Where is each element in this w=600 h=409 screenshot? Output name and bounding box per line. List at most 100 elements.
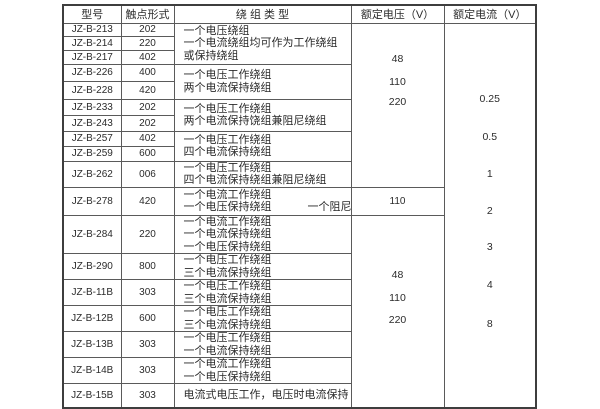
winding-line: 一个电流工作绕组 bbox=[183, 188, 272, 201]
contact-cell: 202 bbox=[120, 114, 175, 132]
winding-line: 四个电流保持绕组兼阻尼绕组 bbox=[183, 174, 327, 186]
winding-cell: 一个电压工作绕组 一个电流保持绕组 bbox=[173, 331, 352, 358]
header-voltage: 额定电压（V） bbox=[350, 4, 445, 24]
winding-line: 一个电流保持绕组 bbox=[183, 228, 272, 240]
winding-cell: 一个电压工作绕组 四个电流保持绕组 bbox=[173, 130, 352, 162]
voltage-cell: 48 110 220 bbox=[350, 214, 445, 408]
winding-cell: 一个电流工作绕组 一个电压保持绕组 bbox=[173, 357, 352, 384]
model-cell: JZ-B-278 bbox=[62, 186, 122, 216]
voltage-value: 110 bbox=[389, 75, 406, 88]
winding-line: 两个电流保持饶组兼阻尼绕组 bbox=[183, 115, 327, 127]
model-cell: JZ-B-233 bbox=[62, 98, 122, 116]
model-cell: JZ-B-217 bbox=[62, 49, 122, 65]
winding-cell: 一个电压工作绕组 三个电流保持绕组 bbox=[173, 279, 352, 306]
winding-line: 一个电压保持绕组 bbox=[183, 240, 272, 253]
winding-line: 电流式电压工作，电压时电流保持 bbox=[183, 389, 349, 401]
table-row: JZ-B-11B 303 一个电压工作绕组 三个电流保持绕组 bbox=[62, 279, 536, 306]
table-row: JZ-B-262 006 一个电压工作绕组 四个电流保持绕组兼阻尼绕组 bbox=[62, 160, 536, 188]
winding-line: 一个电压保持绕组 bbox=[183, 370, 272, 383]
model-cell: JZ-B-13B bbox=[62, 331, 122, 358]
table-row: JZ-B-284 220 一个电流工作绕组 一个电流保持绕组 一个电压保持绕组 … bbox=[62, 214, 536, 408]
current-cell: 0.25 0.5 1 2 3 4 8 bbox=[443, 22, 537, 408]
winding-cell: 一个电压工作绕组 四个电流保持绕组兼阻尼绕组 bbox=[173, 160, 352, 188]
winding-line: 三个电流保持绕组 bbox=[183, 318, 272, 331]
model-cell: JZ-B-213 bbox=[62, 22, 122, 37]
winding-cell: 电流式电压工作，电压时电流保持 bbox=[173, 383, 352, 408]
winding-line: 一个电压保持绕组 一个阻尼饶组 bbox=[184, 201, 351, 214]
table-row: JZ-B-213 202 一个电压绕组 一个电流绕组均可作为工作绕组 或保持绕组… bbox=[62, 22, 537, 408]
contact-cell: 303 bbox=[120, 383, 175, 408]
header-row: 型号 触点形式 绕 组 类 型 额定电压（V） 额定电流（V） bbox=[62, 4, 537, 24]
winding-line: 一个电压工作绕组 bbox=[183, 306, 272, 319]
winding-line-part: 一个电压保持绕组 bbox=[183, 201, 272, 213]
table-row: JZ-B-233 202 一个电压工作绕组 两个电流保持饶组兼阻尼绕组 bbox=[62, 98, 536, 132]
winding-line: 一个电压工作绕组 bbox=[183, 133, 272, 146]
contact-cell: 202 bbox=[120, 98, 175, 116]
contact-cell: 420 bbox=[120, 186, 175, 216]
table-row: JZ-B-226 400 一个电压工作绕组 两个电流保持绕组 bbox=[62, 63, 536, 100]
winding-line: 一个电压绕组 bbox=[183, 24, 250, 37]
contact-cell: 402 bbox=[120, 130, 175, 147]
contact-cell: 600 bbox=[120, 145, 175, 162]
model-cell: JZ-B-259 bbox=[62, 145, 122, 162]
voltage-value: 48 bbox=[391, 268, 404, 281]
model-cell: JZ-B-257 bbox=[62, 130, 122, 147]
current-value: 0.5 bbox=[482, 130, 498, 143]
contact-cell: 600 bbox=[120, 305, 175, 332]
model-cell: JZ-B-228 bbox=[62, 80, 122, 100]
contact-cell: 303 bbox=[120, 357, 175, 384]
table-row: JZ-B-278 420 一个电流工作绕组 一个电压保持绕组 一个阻尼饶组 110 bbox=[62, 186, 536, 216]
current-value: 8 bbox=[486, 317, 493, 330]
winding-line: 一个电流工作绕组 bbox=[183, 358, 272, 371]
contact-cell: 202 bbox=[120, 22, 175, 37]
model-cell: JZ-B-290 bbox=[62, 253, 122, 280]
contact-cell: 303 bbox=[120, 279, 175, 306]
winding-line: 一个电流保持绕组 bbox=[183, 344, 272, 357]
winding-line: 三个电流保持绕组 bbox=[183, 266, 272, 279]
table-row: JZ-B-228 420 bbox=[62, 80, 536, 100]
model-cell: JZ-B-14B bbox=[62, 357, 122, 384]
current-value: 4 bbox=[486, 278, 493, 291]
voltage-cell: 48 110 220 bbox=[350, 22, 445, 188]
header-model: 型号 bbox=[62, 4, 122, 24]
winding-cell: 一个电压绕组 一个电流绕组均可作为工作绕组 或保持绕组 bbox=[173, 22, 352, 65]
voltage-value: 220 bbox=[388, 313, 407, 326]
contact-cell: 402 bbox=[120, 49, 175, 65]
header-winding: 绕 组 类 型 bbox=[173, 4, 352, 24]
winding-line: 一个电压工作绕组 bbox=[183, 102, 272, 115]
page: 型号 触点形式 绕 组 类 型 额定电压（V） 额定电流（V） JZ-B-213… bbox=[62, 4, 537, 409]
winding-line: 一个电压工作绕组 bbox=[183, 69, 272, 81]
current-value: 1 bbox=[486, 167, 493, 180]
contact-cell: 420 bbox=[120, 80, 175, 100]
winding-line: 一个电流绕组均可作为工作绕组 bbox=[183, 37, 338, 50]
winding-line: 或保持绕组 bbox=[183, 49, 239, 62]
winding-cell: 一个电压工作绕组 两个电流保持饶组兼阻尼绕组 bbox=[173, 98, 352, 132]
winding-line: 三个电流保持绕组 bbox=[183, 292, 272, 305]
contact-cell: 800 bbox=[120, 253, 175, 280]
model-cell: JZ-B-262 bbox=[62, 160, 122, 188]
header-current: 额定电流（V） bbox=[443, 4, 537, 24]
model-cell: JZ-B-15B bbox=[62, 383, 122, 408]
winding-line: 一个电压工作绕组 bbox=[183, 161, 272, 174]
winding-cell: 一个电压工作绕组 两个电流保持绕组 bbox=[173, 63, 352, 100]
voltage-value: 220 bbox=[388, 95, 407, 108]
winding-line: 一个电流工作绕组 bbox=[183, 215, 272, 228]
table-row: JZ-B-214 220 bbox=[62, 35, 536, 51]
model-cell: JZ-B-226 bbox=[62, 63, 122, 82]
contact-cell: 006 bbox=[120, 160, 175, 188]
voltage-value: 48 bbox=[391, 52, 404, 65]
model-cell: JZ-B-214 bbox=[62, 35, 122, 51]
winding-line: 一个电压工作绕组 bbox=[183, 280, 272, 293]
winding-line: 一个电压工作绕组 bbox=[183, 254, 272, 267]
table-row: JZ-B-217 402 bbox=[62, 49, 536, 65]
model-cell: JZ-B-12B bbox=[62, 305, 122, 332]
winding-cell: 一个电压工作绕组 三个电流保持绕组 bbox=[173, 305, 352, 332]
winding-line: 两个电流保持绕组 bbox=[183, 81, 272, 94]
voltage-cell: 110 bbox=[350, 186, 445, 216]
current-value: 0.25 bbox=[479, 92, 500, 105]
contact-cell: 400 bbox=[120, 63, 175, 82]
table-row: JZ-B-259 600 bbox=[62, 145, 536, 162]
winding-line: 四个电流保持绕组 bbox=[183, 146, 272, 158]
winding-line-part: 一个阻尼饶组 bbox=[307, 201, 351, 213]
table-row: JZ-B-290 800 一个电压工作绕组 三个电流保持绕组 bbox=[62, 253, 536, 280]
